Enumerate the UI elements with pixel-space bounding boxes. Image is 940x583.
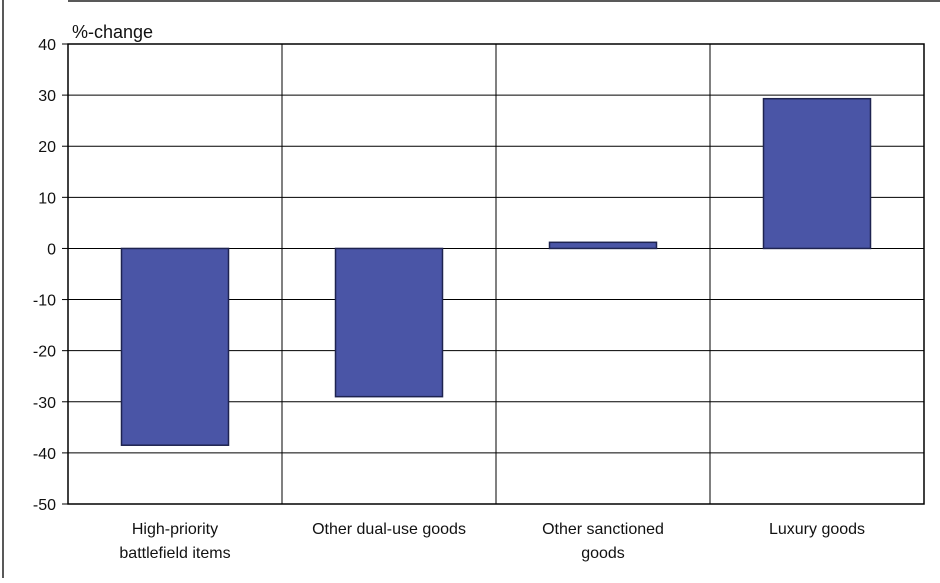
y-tick-label: -40 <box>33 446 56 463</box>
plot-frame <box>67 43 925 505</box>
axes <box>62 43 925 505</box>
y-tick-label: 20 <box>38 139 56 156</box>
bar <box>120 247 230 446</box>
labels: 40 30 20 10 0 -10 -20 -30 -40 -50 High-priority bat… <box>33 37 865 562</box>
y-tick-label: 10 <box>38 190 56 207</box>
y-tick-label: 0 <box>47 241 56 258</box>
x-category-label: Luxury goods <box>769 521 865 538</box>
y-tick-label: -50 <box>33 497 56 514</box>
y-tick-label: -20 <box>33 344 56 361</box>
bar <box>762 97 872 250</box>
y-tick-label: 30 <box>38 88 56 105</box>
x-category-label: Other dual-use goods <box>312 521 466 538</box>
y-axis-unit-label: %-change <box>72 22 153 42</box>
bars <box>120 97 872 446</box>
bar <box>548 241 658 250</box>
y-tick-label: -30 <box>33 395 56 412</box>
x-category-label: Other sanctioned <box>542 521 664 538</box>
x-category-label: battlefield items <box>119 545 230 562</box>
y-tick-label: -10 <box>33 293 56 310</box>
bar <box>334 247 444 398</box>
x-category-label: goods <box>581 545 625 562</box>
x-category-label: High-priority <box>132 521 218 538</box>
y-tick-label: 40 <box>38 37 56 54</box>
